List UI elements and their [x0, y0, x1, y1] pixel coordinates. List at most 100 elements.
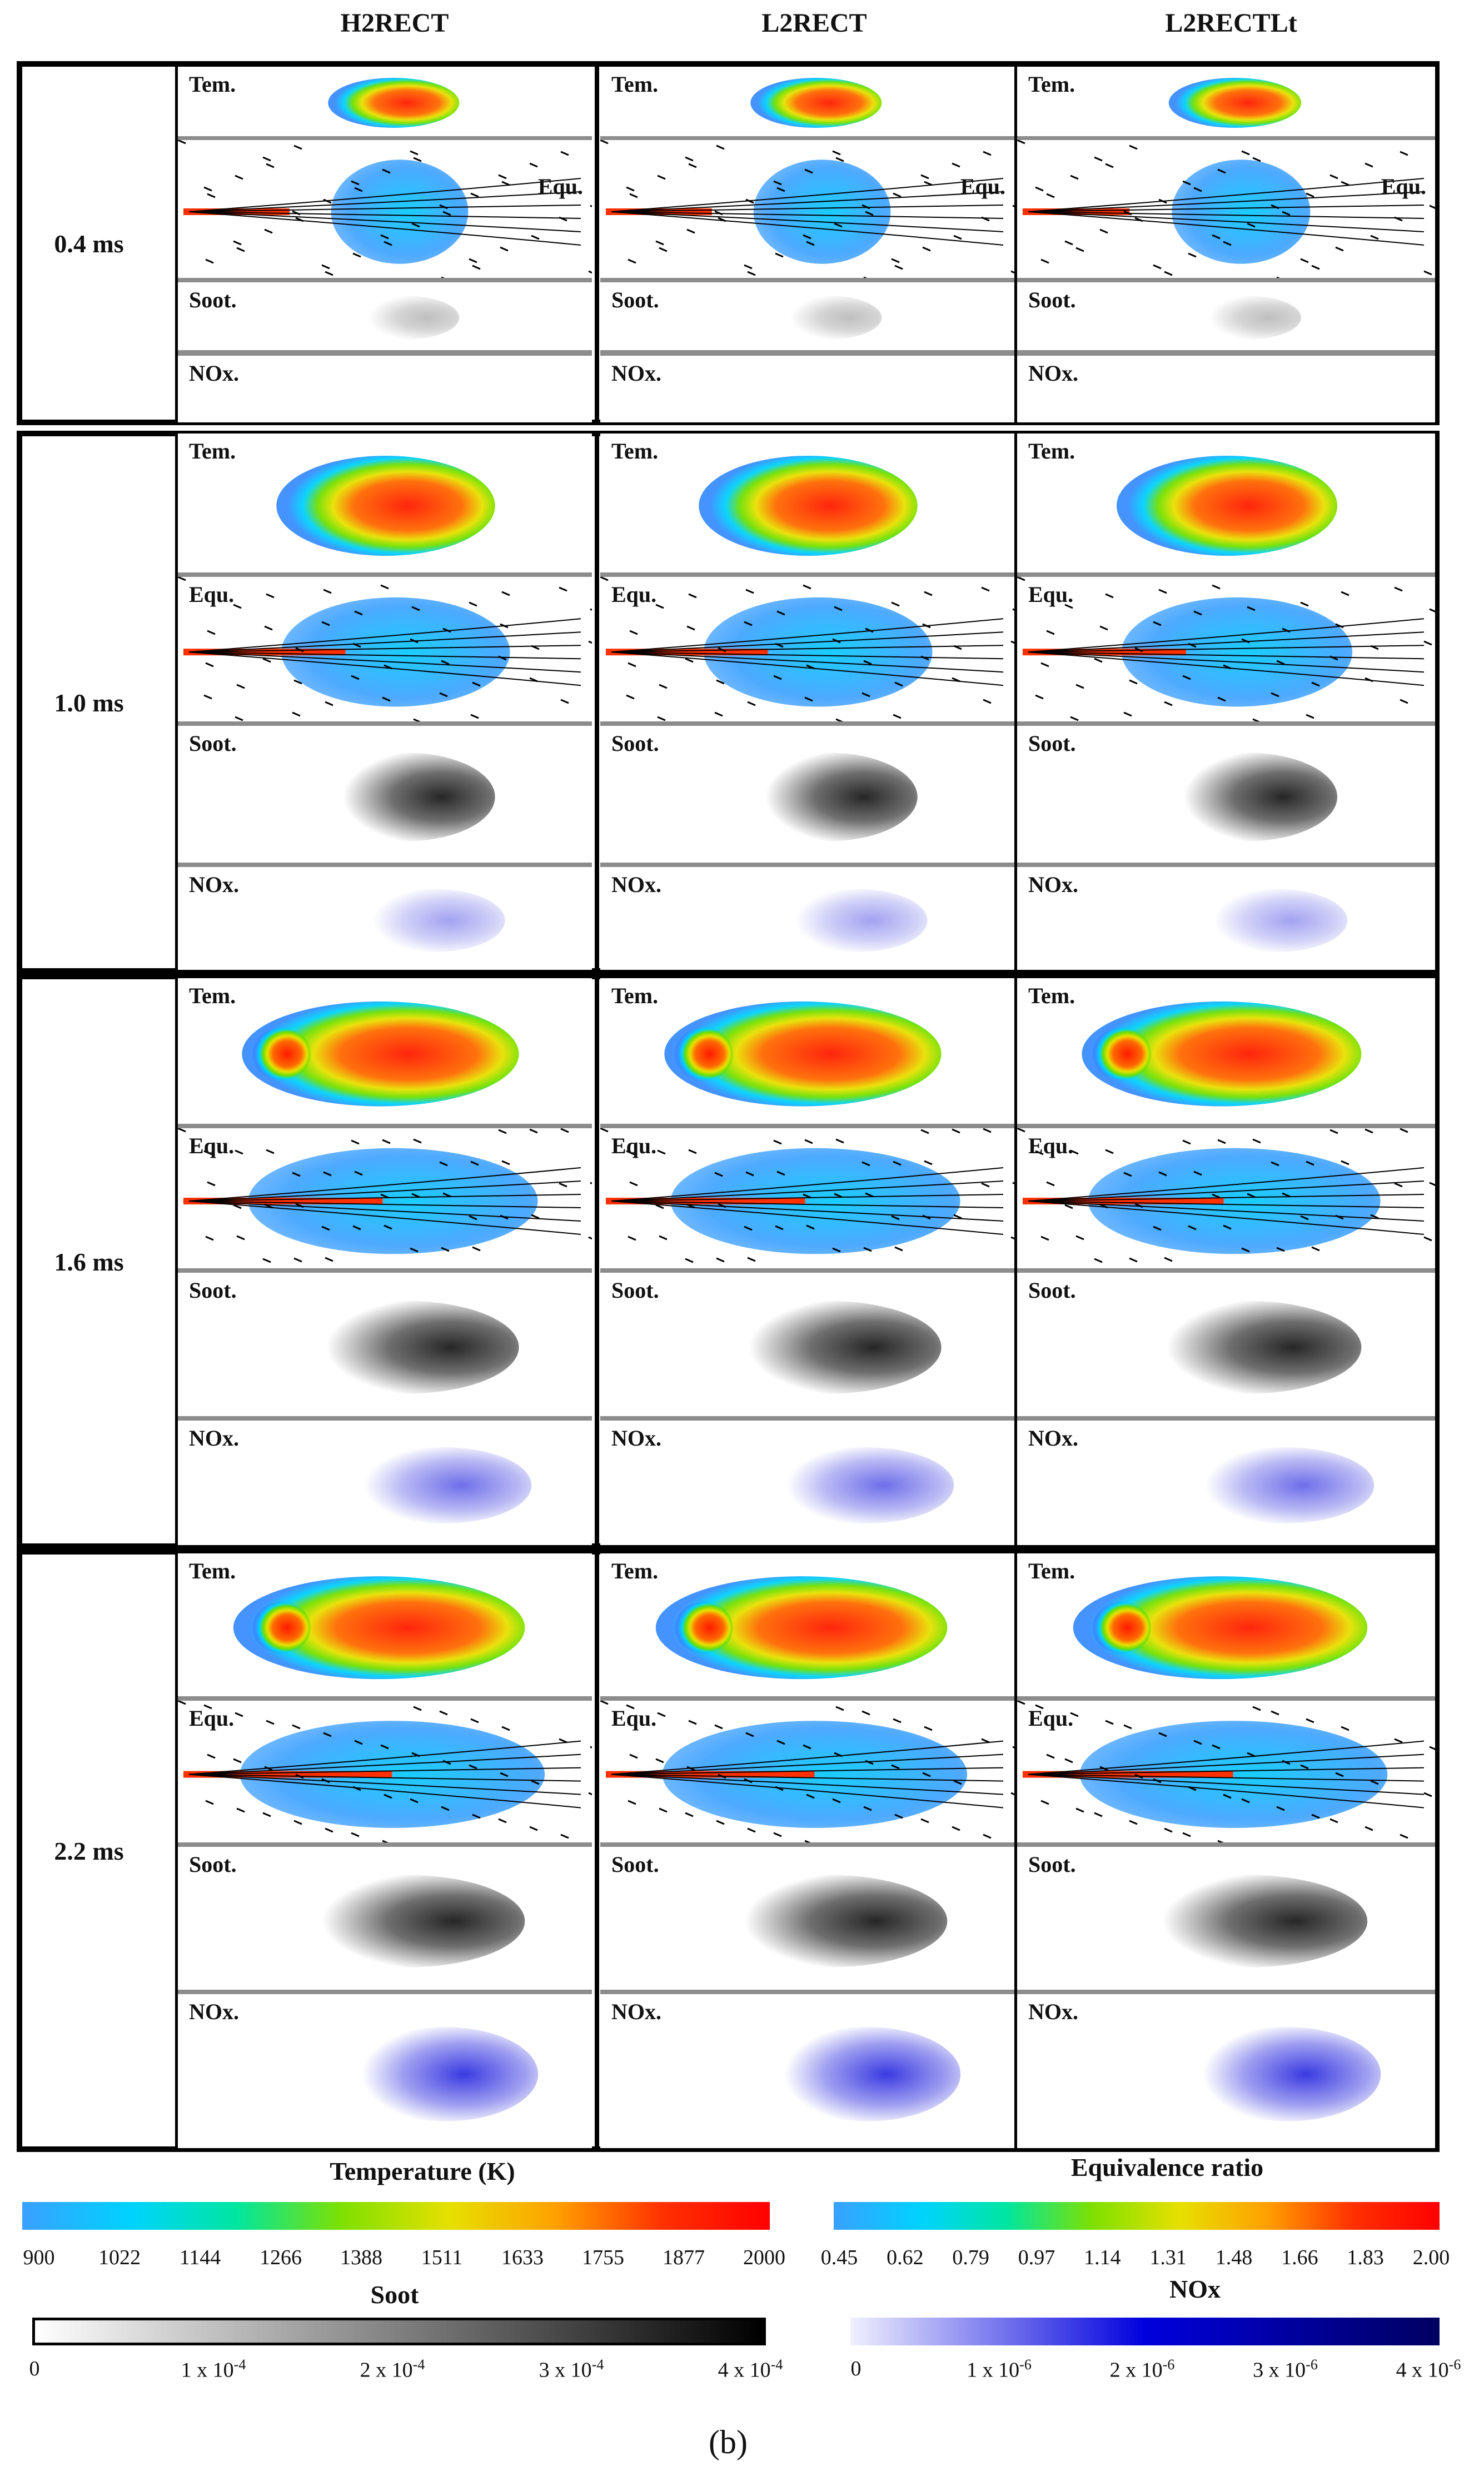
nox-field-image	[788, 889, 928, 952]
panel-separator	[1017, 572, 1435, 578]
nox-panel-label: NOx.	[1028, 1999, 1078, 2024]
panel-separator	[1017, 136, 1435, 142]
nox-panel-label: NOx.	[189, 1426, 239, 1451]
soot-panel: Soot.	[600, 1273, 1014, 1416]
equ-panel: Equ.	[178, 1128, 592, 1268]
soot-panel-label: Soot.	[1028, 1852, 1076, 1877]
time-label: 2.2 ms	[54, 1836, 124, 1865]
equ-panel-label: Equ.	[611, 1706, 657, 1731]
equ-field-image	[178, 1701, 592, 1842]
soot-field-image	[714, 1301, 942, 1394]
equ-panel-label: Equ.	[1028, 582, 1074, 607]
panel-separator	[178, 1842, 592, 1848]
tem-field-image	[1073, 1576, 1368, 1680]
tem-field-image	[655, 1576, 948, 1680]
panel-separator	[1017, 278, 1435, 283]
soot-panel: Soot.	[600, 282, 1014, 350]
column-divider	[1013, 974, 1017, 1549]
equivalence-tick-label: 1.83	[1347, 2246, 1384, 2269]
tem-field-image	[664, 1001, 942, 1107]
column-divider	[595, 974, 599, 1549]
panel-separator	[600, 1268, 1014, 1274]
tem-panel: Tem.	[178, 434, 592, 572]
equ-field-image	[600, 1128, 1014, 1263]
nox-tick-label: 0	[850, 2357, 861, 2380]
equ-field-image	[1017, 1701, 1435, 1842]
nox-field-image	[1207, 889, 1348, 952]
soot-panel-label: Soot.	[1028, 1278, 1076, 1303]
nox-panel-label: NOx.	[189, 872, 239, 897]
panel-separator	[1017, 1124, 1435, 1129]
equivalence-tick-label: 0.45	[820, 2246, 858, 2269]
soot-panel-label: Soot.	[611, 1852, 659, 1877]
soot-colorbar-title: Soot	[370, 2280, 419, 2309]
tem-panel: Tem.	[1017, 67, 1435, 136]
soot-panel: Soot.	[1017, 1273, 1435, 1416]
column-divider	[595, 431, 599, 974]
equ-field-image	[178, 1128, 592, 1263]
tem-panel: Tem.	[1017, 978, 1435, 1124]
column-divider	[1013, 431, 1017, 974]
temperature-colorbar-title: Temperature (K)	[330, 2157, 515, 2185]
tem-field-image	[699, 456, 918, 556]
equ-panel: Equ.	[600, 140, 1014, 278]
nox-panel: NOx.	[1017, 1421, 1435, 1545]
equ-field-image	[600, 577, 1014, 721]
soot-field-image	[738, 753, 918, 841]
panel-separator	[178, 721, 592, 727]
nox-field-image	[352, 2027, 539, 2121]
nox-panel: NOx.	[1017, 356, 1435, 422]
tem-panel-label: Tem.	[1028, 72, 1075, 97]
soot-panel-label: Soot.	[611, 731, 659, 756]
panel-separator	[600, 278, 1014, 283]
soot-panel: Soot.	[1017, 726, 1435, 863]
temperature-tick-label: 1022	[98, 2246, 141, 2269]
temperature-tick-label: 1755	[582, 2246, 624, 2269]
tem-panel-label: Tem.	[611, 72, 659, 97]
soot-tick-label: 1 x 10-4	[181, 2357, 246, 2382]
panel-separator	[178, 1990, 592, 1995]
time-label: 1.6 ms	[54, 1247, 124, 1276]
soot-tick-exponent: -4	[233, 2357, 246, 2373]
nox-field-image	[355, 1447, 532, 1524]
nox-tick-label: 4 x 10-6	[1396, 2357, 1461, 2382]
nox-field-image	[775, 2027, 961, 2121]
nox-field-image	[1193, 2027, 1381, 2121]
nox-panel: NOx.	[178, 356, 592, 422]
tem-panel: Tem.	[600, 434, 1014, 572]
soot-panel: Soot.	[178, 726, 592, 863]
panel-separator	[600, 1696, 1014, 1702]
equ-field-image	[600, 1701, 1014, 1842]
panel-separator	[178, 1696, 592, 1702]
equ-panel-label: Equ.	[189, 582, 235, 607]
panel-separator	[600, 136, 1014, 142]
equivalence-tick-label: 2.00	[1412, 2246, 1450, 2269]
soot-field-image	[352, 295, 460, 340]
soot-panel-label: Soot.	[1028, 731, 1076, 756]
panel-separator	[178, 350, 592, 356]
equ-panel-label: Equ.	[537, 174, 583, 199]
temperature-tick-label: 1388	[340, 2246, 382, 2269]
soot-tick-label: 4 x 10-4	[718, 2357, 783, 2382]
tem-field-image	[750, 78, 882, 128]
soot-field-image	[774, 295, 882, 340]
equ-panel: Equ.	[178, 577, 592, 721]
panel-separator	[178, 1416, 592, 1422]
soot-panel-label: Soot.	[189, 1278, 237, 1303]
temperature-tick-label: 1633	[501, 2246, 544, 2269]
tem-field-image	[1116, 456, 1338, 556]
tem-panel: Tem.	[600, 978, 1014, 1124]
equivalence-colorbar	[834, 2202, 1440, 2230]
panel-separator	[600, 1124, 1014, 1129]
soot-field-image	[709, 1875, 948, 1967]
equivalence-tick-label: 1.14	[1084, 2246, 1121, 2269]
equ-panel-label: Equ.	[189, 1706, 235, 1731]
equ-panel: Equ.	[600, 1701, 1014, 1842]
equ-panel-label: Equ.	[960, 174, 1005, 199]
panel-separator	[600, 1416, 1014, 1422]
panel-separator	[1017, 1416, 1435, 1422]
panel-separator	[1017, 1990, 1435, 1995]
tem-panel-label: Tem.	[189, 439, 236, 464]
tem-panel-label: Tem.	[1028, 439, 1075, 464]
nox-panel-label: NOx.	[1028, 1426, 1078, 1451]
